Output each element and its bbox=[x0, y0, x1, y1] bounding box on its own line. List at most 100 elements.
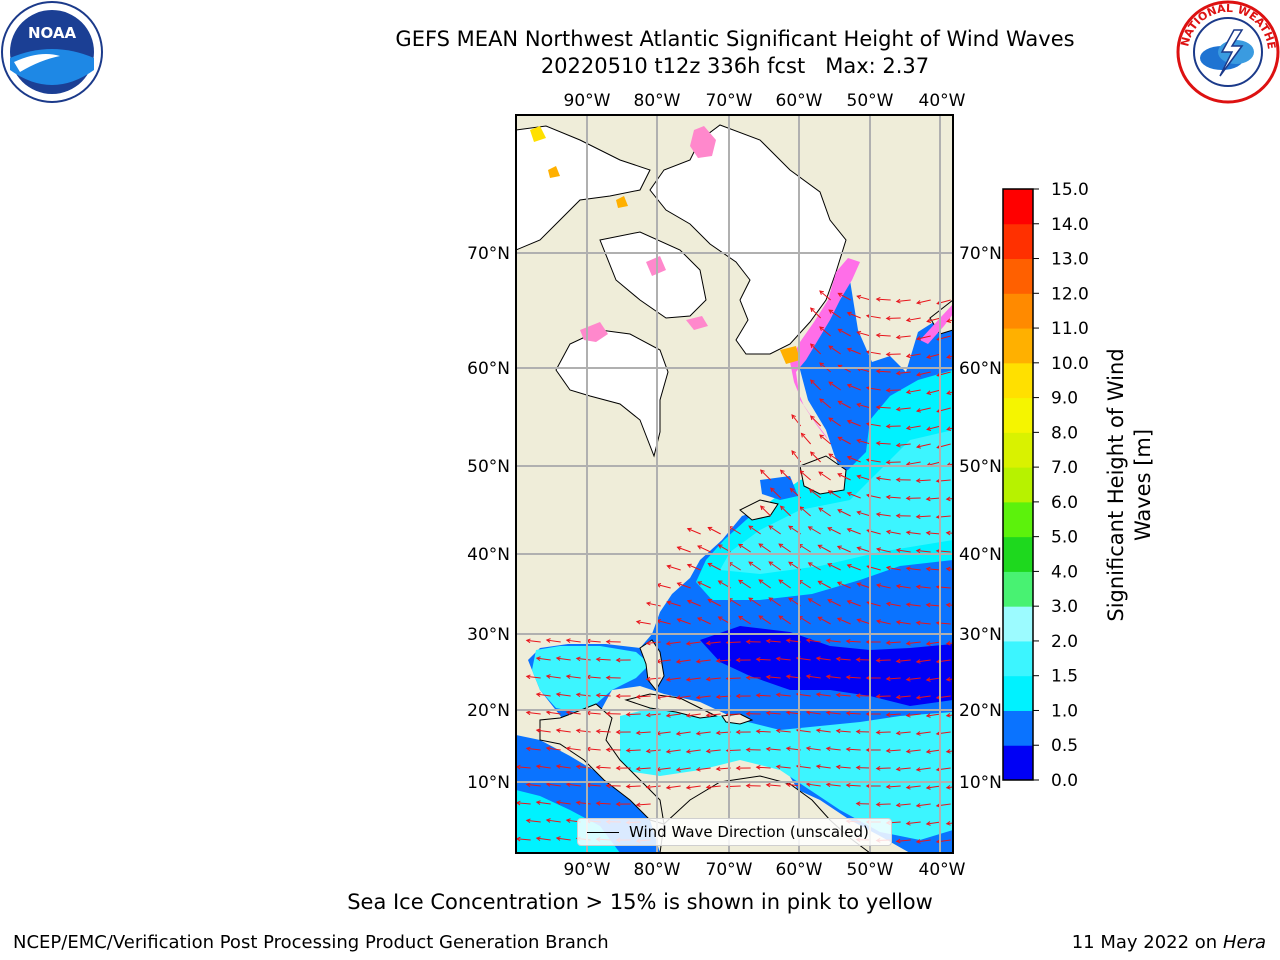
wind-arrow-head bbox=[945, 785, 951, 790]
wind-arrow-head bbox=[705, 712, 711, 718]
wind-arrow bbox=[847, 420, 861, 427]
wind-arrow-head bbox=[825, 746, 831, 752]
wind-arrow bbox=[828, 381, 841, 391]
wind-arrow-head bbox=[525, 782, 531, 788]
lon-label-bottom: 80°W bbox=[634, 860, 681, 880]
wind-arrow-head bbox=[615, 801, 621, 807]
wind-arrow-head bbox=[785, 674, 791, 679]
wind-arrow-head bbox=[775, 656, 781, 662]
wind-arrow-head bbox=[755, 729, 761, 734]
wind-arrow bbox=[677, 546, 691, 553]
right-latitude-labels: 70°N 60°N 50°N 40°N 30°N 20°N 10°N bbox=[959, 244, 1002, 793]
wind-arrow-head bbox=[926, 426, 932, 431]
wind-arrow bbox=[646, 713, 661, 716]
wind-arrow bbox=[896, 731, 911, 734]
colorbar-tick-label: 1.0 bbox=[1051, 701, 1078, 721]
wind-arrow-head bbox=[715, 658, 721, 664]
wind-arrow bbox=[876, 695, 891, 698]
wind-arrow-head bbox=[745, 711, 751, 717]
wind-arrow-head bbox=[837, 328, 843, 333]
wind-arrow bbox=[826, 747, 841, 751]
wind-arrow bbox=[810, 379, 822, 391]
wind-arrow bbox=[946, 463, 953, 466]
wind-arrow bbox=[516, 838, 531, 841]
wind-arrow bbox=[916, 622, 931, 625]
wind-arrow bbox=[916, 371, 931, 376]
wind-arrow-head bbox=[855, 801, 861, 807]
wind-arrow bbox=[857, 583, 871, 589]
wind-arrow bbox=[748, 561, 761, 571]
wind-arrow-head bbox=[605, 783, 611, 789]
wind-arrow bbox=[728, 526, 741, 535]
wind-arrow bbox=[916, 839, 931, 843]
wind-arrow bbox=[946, 498, 953, 500]
wind-arrow bbox=[816, 729, 831, 733]
wind-arrow bbox=[946, 568, 953, 570]
wind-arrow bbox=[748, 525, 761, 535]
wind-arrow-head bbox=[685, 749, 691, 754]
wind-arrow-head bbox=[915, 514, 921, 519]
wind-arrow-head bbox=[815, 728, 821, 733]
wind-arrow-head bbox=[525, 818, 531, 824]
wind-arrow-head bbox=[738, 543, 743, 549]
wind-arrow bbox=[696, 731, 711, 735]
wind-arrow-head bbox=[765, 746, 771, 752]
colorbar-tick-label: 1.5 bbox=[1051, 667, 1078, 687]
wind-arrow-head bbox=[856, 438, 862, 444]
wind-arrow bbox=[706, 641, 721, 644]
wind-arrow-head bbox=[717, 544, 723, 549]
wind-arrow bbox=[556, 729, 571, 733]
lat-label-left: 30°N bbox=[467, 625, 510, 645]
wind-arrow-head bbox=[788, 561, 794, 567]
wind-arrow bbox=[916, 659, 931, 663]
wind-arrow bbox=[876, 406, 891, 409]
wind-arrow bbox=[596, 658, 611, 661]
colorbar-segment bbox=[1003, 189, 1033, 225]
wind-arrow bbox=[819, 290, 831, 301]
wind-arrow-head bbox=[817, 580, 823, 585]
wind-arrow-head bbox=[615, 657, 621, 663]
wind-arrow-head bbox=[809, 451, 815, 457]
wind-arrow bbox=[846, 784, 861, 787]
wind-arrow-head bbox=[875, 440, 881, 446]
wind-arrow-head bbox=[645, 676, 651, 682]
wind-arrow bbox=[926, 497, 941, 500]
wind-arrow bbox=[826, 675, 841, 679]
wind-arrow bbox=[756, 730, 771, 733]
wind-arrow-head bbox=[745, 783, 751, 789]
wind-arrow-head bbox=[885, 565, 891, 571]
wind-arrow-head bbox=[915, 695, 921, 700]
wind-arrow-head bbox=[759, 505, 765, 511]
wind-arrow-head bbox=[915, 803, 921, 808]
wind-arrow bbox=[768, 597, 781, 607]
wind-arrow-head bbox=[828, 381, 834, 386]
wind-arrow-head bbox=[565, 782, 571, 787]
lat-label-right: 40°N bbox=[959, 545, 1002, 565]
wind-arrow-head bbox=[905, 317, 911, 323]
wind-arrow-head bbox=[805, 674, 811, 679]
wind-arrow-head bbox=[735, 693, 741, 699]
wind-arrow bbox=[677, 582, 691, 589]
wind-arrow bbox=[780, 469, 792, 481]
wind-arrow-head bbox=[915, 408, 921, 413]
wind-arrow-head bbox=[765, 710, 771, 716]
colorbar-segment bbox=[1003, 745, 1033, 781]
wind-arrow bbox=[946, 427, 953, 430]
wind-arrow bbox=[847, 348, 861, 355]
wind-arrow-head bbox=[800, 432, 806, 438]
wind-arrow bbox=[686, 677, 701, 681]
wind-arrow-head bbox=[686, 527, 692, 533]
wind-arrow bbox=[826, 711, 841, 715]
wind-arrow-head bbox=[665, 677, 671, 682]
wind-arrow bbox=[586, 712, 601, 715]
wind-arrow-head bbox=[905, 566, 911, 572]
wind-arrow-head bbox=[665, 785, 671, 790]
wind-arrow-head bbox=[686, 563, 692, 569]
wind-arrow bbox=[896, 371, 911, 375]
lon-label-top: 80°W bbox=[634, 91, 681, 111]
wind-arrow-head bbox=[905, 602, 911, 608]
lat-label-left: 10°N bbox=[467, 773, 510, 793]
wind-arrow bbox=[906, 531, 921, 535]
wind-arrow bbox=[916, 515, 931, 518]
wind-arrow-head bbox=[775, 692, 781, 698]
